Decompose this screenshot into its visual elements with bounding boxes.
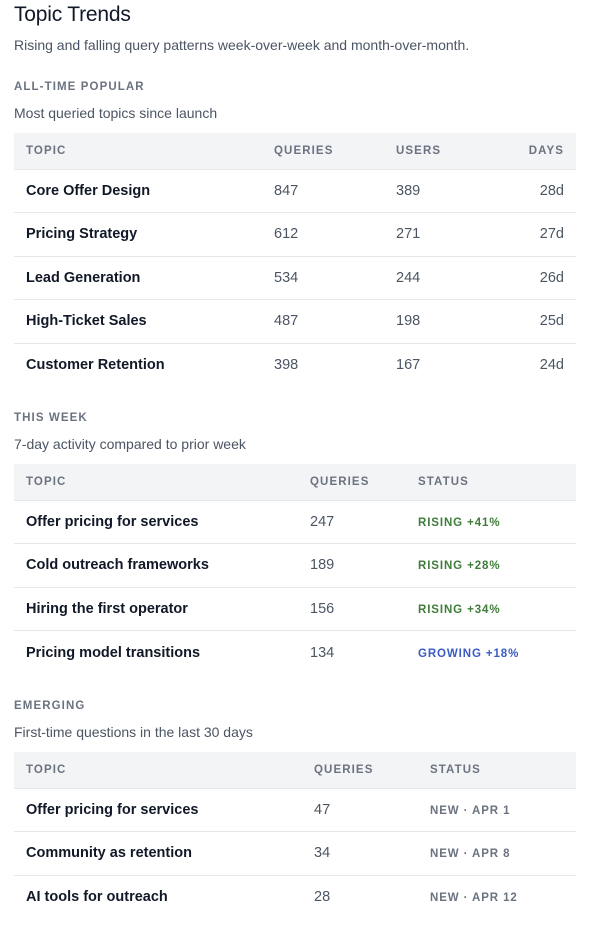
status-badge: GROWING +18% bbox=[418, 647, 520, 660]
table-row: Offer pricing for services 47 NEW · APR … bbox=[14, 787, 576, 832]
section-description: 7-day activity compared to prior week bbox=[14, 436, 246, 452]
status-badge: RISING +41% bbox=[418, 516, 501, 529]
status-badge: NEW · APR 1 bbox=[430, 804, 511, 817]
topic-cell: Pricing Strategy bbox=[14, 212, 262, 256]
topic-cell: Core Offer Design bbox=[14, 168, 262, 213]
queries-cell: 398 bbox=[262, 342, 384, 387]
table-row: Customer Retention 398 167 24d bbox=[14, 342, 576, 387]
table-row: Cold outreach frameworks 189 RISING +28% bbox=[14, 543, 576, 587]
table-row: High-Ticket Sales 487 198 25d bbox=[14, 299, 576, 343]
topic-cell: AI tools for outreach bbox=[14, 874, 302, 919]
days-cell: 27d bbox=[506, 212, 576, 256]
emerging-table: TOPIC QUERIES STATUS Offer pricing for s… bbox=[14, 752, 576, 919]
queries-cell: 34 bbox=[302, 831, 418, 875]
days-cell: 28d bbox=[506, 168, 576, 213]
table-header-row: TOPIC QUERIES STATUS bbox=[14, 752, 576, 788]
topic-cell: Community as retention bbox=[14, 831, 302, 875]
topic-cell: Lead Generation bbox=[14, 255, 262, 300]
queries-cell: 847 bbox=[262, 168, 384, 213]
column-header-topic: TOPIC bbox=[26, 475, 67, 488]
topic-cell: Pricing model transitions bbox=[14, 630, 298, 674]
table-row: Lead Generation 534 244 26d bbox=[14, 255, 576, 300]
queries-cell: 612 bbox=[262, 212, 384, 256]
table-row: Pricing model transitions 134 GROWING +1… bbox=[14, 630, 576, 674]
column-header-status: STATUS bbox=[418, 475, 469, 488]
users-cell: 271 bbox=[384, 212, 506, 256]
page-title: Topic Trends bbox=[14, 3, 131, 26]
section-description: Most queried topics since launch bbox=[14, 105, 218, 121]
table-header-row: TOPIC QUERIES USERS DAYS bbox=[14, 133, 576, 169]
column-header-queries: QUERIES bbox=[314, 763, 374, 776]
queries-cell: 487 bbox=[262, 299, 384, 343]
this-week-table: TOPIC QUERIES STATUS Offer pricing for s… bbox=[14, 464, 576, 674]
column-header-users: USERS bbox=[396, 144, 442, 157]
days-cell: 24d bbox=[506, 342, 576, 387]
column-header-days: DAYS bbox=[528, 144, 564, 157]
days-cell: 26d bbox=[506, 255, 576, 300]
topic-cell: Offer pricing for services bbox=[14, 499, 298, 544]
column-header-status: STATUS bbox=[430, 763, 481, 776]
table-row: Offer pricing for services 247 RISING +4… bbox=[14, 499, 576, 544]
table-row: Core Offer Design 847 389 28d bbox=[14, 168, 576, 213]
table-row: Community as retention 34 NEW · APR 8 bbox=[14, 831, 576, 875]
section-label: EMERGING bbox=[14, 700, 86, 712]
section-label: ALL-TIME POPULAR bbox=[14, 81, 145, 93]
users-cell: 244 bbox=[384, 255, 506, 300]
section-label: THIS WEEK bbox=[14, 412, 88, 424]
page-subtitle: Rising and falling query patterns week-o… bbox=[14, 37, 470, 53]
status-badge: NEW · APR 8 bbox=[430, 848, 511, 861]
users-cell: 167 bbox=[384, 342, 506, 387]
status-cell: NEW · APR 12 bbox=[418, 874, 576, 919]
queries-cell: 47 bbox=[302, 787, 418, 832]
status-cell: NEW · APR 8 bbox=[418, 831, 576, 875]
column-header-queries: QUERIES bbox=[274, 144, 334, 157]
column-header-queries: QUERIES bbox=[310, 475, 370, 488]
status-cell: RISING +41% bbox=[406, 499, 576, 544]
table-row: AI tools for outreach 28 NEW · APR 12 bbox=[14, 874, 576, 919]
queries-cell: 534 bbox=[262, 255, 384, 300]
status-badge: NEW · APR 12 bbox=[430, 892, 518, 904]
queries-cell: 189 bbox=[298, 543, 406, 587]
users-cell: 198 bbox=[384, 299, 506, 343]
topic-cell: Hiring the first operator bbox=[14, 586, 298, 631]
status-badge: RISING +28% bbox=[418, 560, 501, 573]
column-header-topic: TOPIC bbox=[26, 144, 67, 157]
status-badge: RISING +34% bbox=[418, 603, 501, 616]
column-header-topic: TOPIC bbox=[26, 763, 67, 776]
queries-cell: 247 bbox=[298, 499, 406, 544]
queries-cell: 156 bbox=[298, 586, 406, 631]
topic-cell: High-Ticket Sales bbox=[14, 299, 262, 343]
days-cell: 25d bbox=[506, 299, 576, 343]
table-row: Hiring the first operator 156 RISING +34… bbox=[14, 586, 576, 631]
topic-cell: Offer pricing for services bbox=[14, 787, 302, 832]
popular-table: TOPIC QUERIES USERS DAYS Core Offer Desi… bbox=[14, 133, 576, 387]
status-cell: RISING +28% bbox=[406, 543, 576, 587]
users-cell: 389 bbox=[384, 168, 506, 213]
status-cell: RISING +34% bbox=[406, 586, 576, 631]
table-header-row: TOPIC QUERIES STATUS bbox=[14, 464, 576, 500]
section-description: First-time questions in the last 30 days bbox=[14, 724, 253, 740]
status-cell: NEW · APR 1 bbox=[418, 787, 576, 832]
queries-cell: 28 bbox=[302, 874, 418, 919]
table-row: Pricing Strategy 612 271 27d bbox=[14, 212, 576, 256]
queries-cell: 134 bbox=[298, 630, 406, 674]
topic-cell: Cold outreach frameworks bbox=[14, 543, 298, 587]
status-cell: GROWING +18% bbox=[406, 630, 576, 674]
topic-cell: Customer Retention bbox=[14, 342, 262, 387]
